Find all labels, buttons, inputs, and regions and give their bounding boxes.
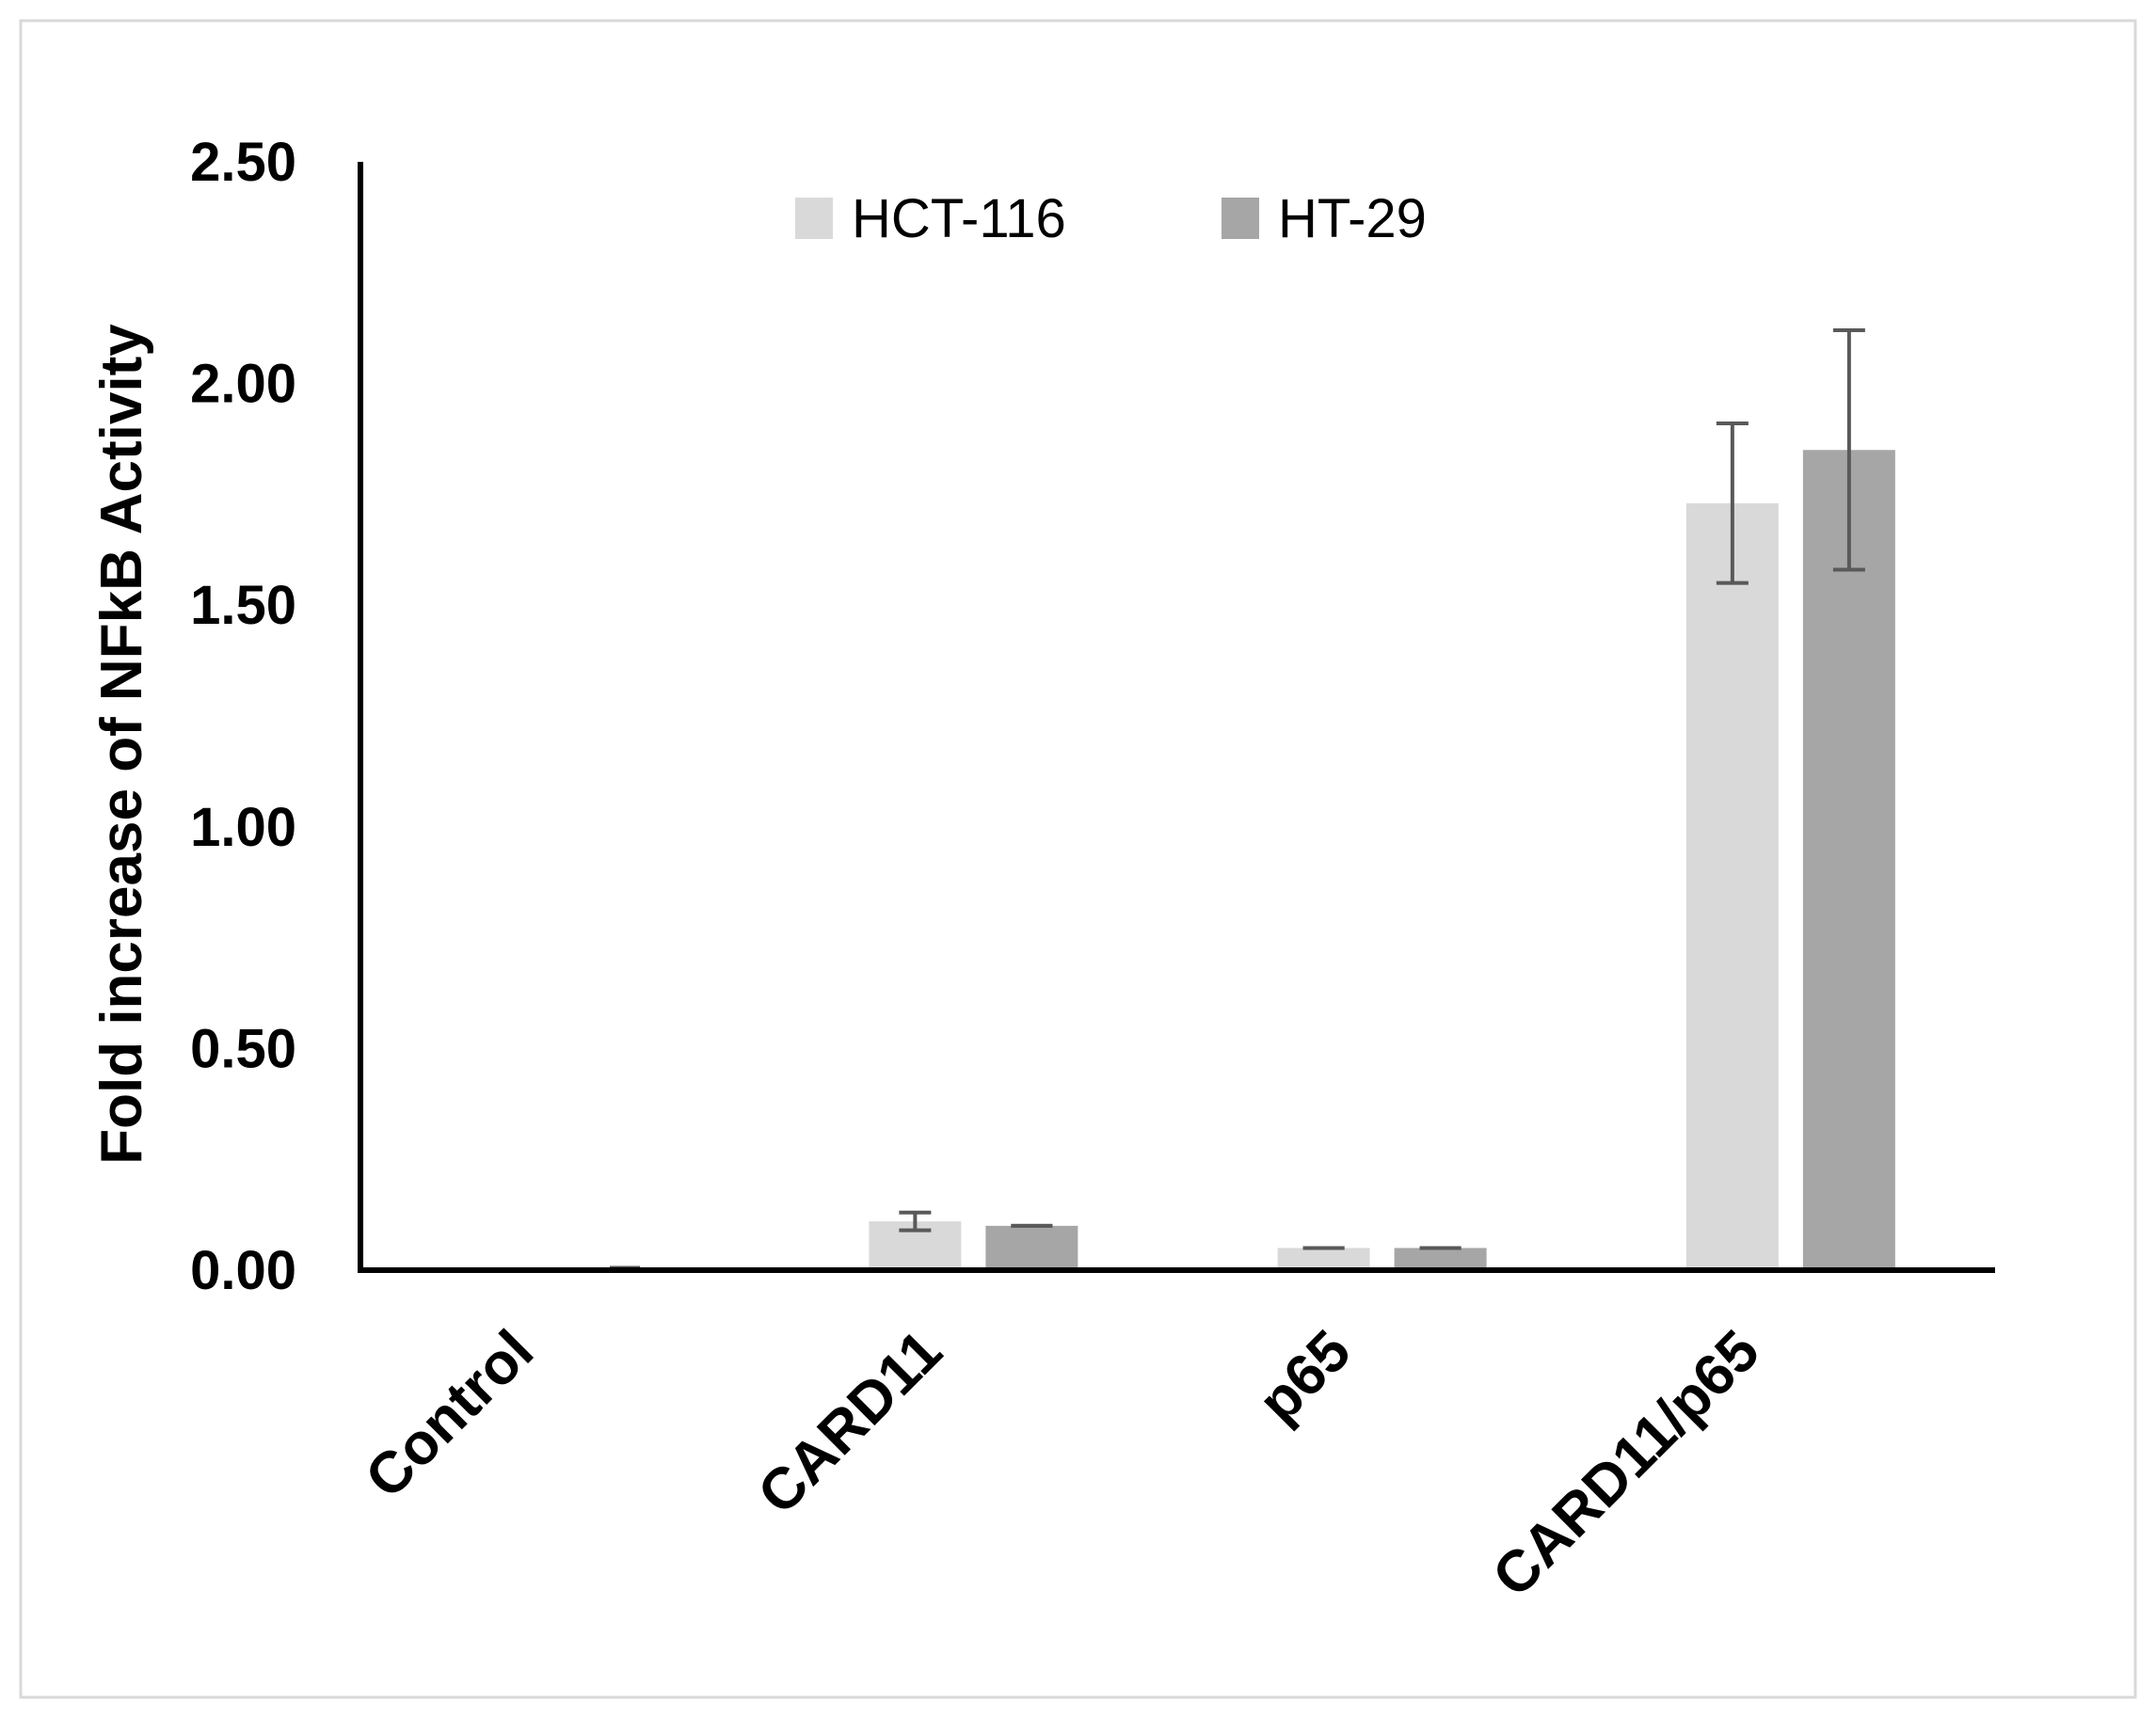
y-tick-label: 0.50 <box>190 1018 296 1079</box>
y-axis-title: Fold increase of NFkB Activity <box>89 324 154 1165</box>
bar <box>1802 450 1895 1270</box>
legend-label: HT-29 <box>1278 188 1427 249</box>
y-tick-label: 0.00 <box>190 1240 296 1301</box>
y-tick-label: 1.50 <box>190 575 296 636</box>
bar <box>1277 1248 1370 1270</box>
chart-border <box>19 19 2137 1699</box>
legend-swatch <box>1222 198 1259 239</box>
bar <box>1685 502 1779 1270</box>
y-tick-label: 2.50 <box>190 132 296 193</box>
y-tick-label: 2.00 <box>190 354 296 415</box>
y-tick-label: 1.00 <box>190 797 296 858</box>
bar <box>985 1225 1078 1270</box>
legend-label: HCT-116 <box>852 188 1066 249</box>
legend-swatch <box>795 198 833 239</box>
bar <box>1394 1248 1487 1270</box>
